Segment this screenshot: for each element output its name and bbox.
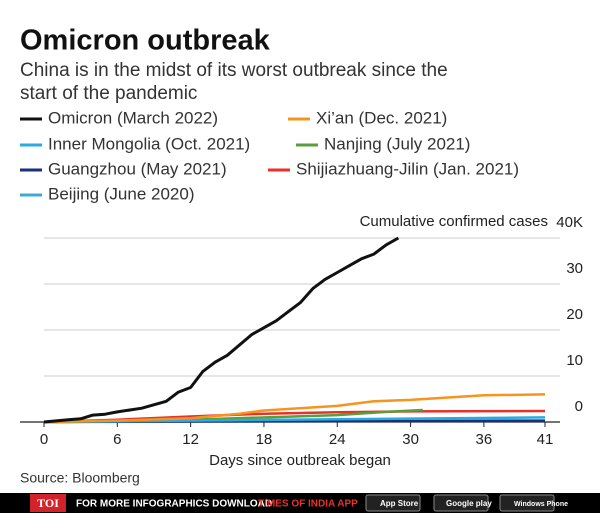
- legend-label: Omicron (March 2022): [48, 108, 218, 127]
- footer-text: FOR MORE INFOGRAPHICS DOWNLOAD: [76, 499, 272, 510]
- badge-label: App Store: [380, 499, 419, 508]
- x-axis-label: Days since outbreak began: [209, 452, 391, 469]
- x-tick-label: 36: [476, 431, 493, 448]
- subtitle: start of the pandemic: [20, 83, 197, 104]
- footer-app: TIMES OF INDIA APP: [258, 499, 358, 510]
- legend-label: Beijing (June 2020): [48, 184, 194, 203]
- source: Source: Bloomberg: [20, 470, 140, 486]
- x-tick-label: 6: [113, 431, 121, 448]
- x-tick-label: 0: [40, 431, 48, 448]
- badge-label: Windows Phone: [514, 501, 568, 508]
- badge[interactable]: [433, 494, 489, 512]
- x-tick-label: 12: [182, 431, 199, 448]
- y-tick-label: 40K: [556, 214, 583, 231]
- y-axis-label: Cumulative confirmed cases: [360, 213, 548, 230]
- chart-title: Omicron outbreak: [20, 25, 271, 57]
- badge[interactable]: [499, 494, 555, 512]
- x-tick-label: 30: [402, 431, 419, 448]
- y-tick-label: 0: [575, 398, 583, 415]
- legend-label: Inner Mongolia (Oct. 2021): [48, 134, 250, 153]
- y-tick-label: 30: [566, 260, 583, 277]
- x-tick-label: 24: [329, 431, 346, 448]
- logo: TOI: [37, 496, 59, 510]
- y-tick-label: 10: [566, 352, 583, 369]
- series-line: [43, 393, 546, 424]
- logo-box: [30, 494, 66, 512]
- badge[interactable]: [365, 494, 421, 512]
- badge-label: Google play: [446, 499, 492, 508]
- legend-label: Guangzhou (May 2021): [48, 159, 227, 178]
- legend-label: Nanjing (July 2021): [324, 134, 470, 153]
- y-tick-label: 20: [566, 306, 583, 323]
- series-line: [43, 236, 400, 424]
- subtitle: China is in the midst of its worst outbr…: [20, 60, 448, 81]
- legend-label: Xi’an (Dec. 2021): [316, 108, 447, 127]
- legend-label: Shijiazhuang-Jilin (Jan. 2021): [296, 159, 519, 178]
- x-tick-label: 41: [537, 431, 554, 448]
- x-tick-label: 18: [256, 431, 273, 448]
